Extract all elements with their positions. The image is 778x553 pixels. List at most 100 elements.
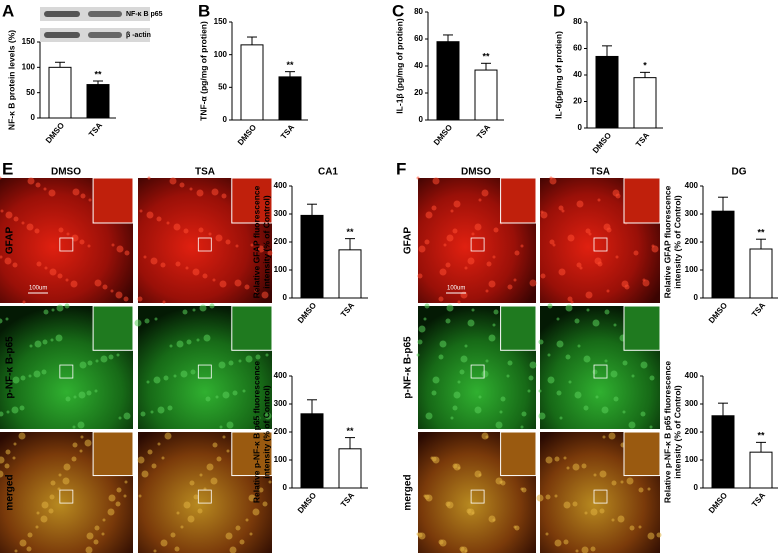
cell <box>629 525 635 531</box>
cell <box>123 296 129 302</box>
bar <box>595 55 619 129</box>
cell <box>464 266 468 270</box>
cell <box>0 411 4 417</box>
cell <box>182 309 188 315</box>
x-tick-label: DMSO <box>432 123 454 147</box>
bar <box>633 77 657 129</box>
cell <box>41 501 49 509</box>
cell <box>48 508 54 514</box>
row-label: merged <box>5 474 16 510</box>
cell <box>499 410 503 414</box>
significance: ** <box>757 228 765 238</box>
cell <box>584 511 588 515</box>
cell <box>471 511 475 515</box>
cell <box>199 473 203 477</box>
cell <box>79 449 83 453</box>
inset <box>231 177 273 224</box>
cell <box>239 539 245 545</box>
y-tick-label: 400 <box>685 371 699 380</box>
inset <box>231 431 273 477</box>
cell <box>174 546 180 552</box>
cell <box>12 376 20 384</box>
cell <box>226 449 230 453</box>
cell <box>439 539 447 547</box>
cell <box>416 353 420 357</box>
cell <box>55 334 63 342</box>
y-tick-label: 0 <box>694 483 699 492</box>
y-tick-label: 300 <box>685 209 699 218</box>
y-tick-label: 100 <box>22 62 36 71</box>
cell <box>77 421 85 429</box>
cell <box>418 245 426 253</box>
cell <box>94 279 102 287</box>
cell <box>255 354 261 360</box>
cell <box>467 257 475 265</box>
cell <box>425 211 433 219</box>
cell <box>545 494 551 500</box>
cell <box>514 250 520 256</box>
cell <box>446 304 454 312</box>
cell <box>586 308 590 312</box>
cell <box>19 539 27 547</box>
cell <box>176 340 184 348</box>
cell <box>493 309 499 315</box>
cell <box>157 406 165 414</box>
y-axis-label: intensity (% of Control) <box>672 195 682 289</box>
bar <box>711 415 735 489</box>
cell <box>20 375 26 381</box>
cell <box>572 501 578 507</box>
cell <box>13 216 19 222</box>
cell <box>34 228 40 234</box>
y-axis-label: intensity (% of Control) <box>261 195 271 289</box>
cell <box>124 250 130 256</box>
cell <box>262 501 268 507</box>
cell <box>57 273 63 279</box>
cell <box>137 296 143 302</box>
cell <box>615 193 621 199</box>
cell <box>245 355 253 363</box>
cell <box>147 176 151 180</box>
cell <box>175 261 181 267</box>
cell <box>116 487 122 493</box>
cell <box>418 325 426 333</box>
cell <box>626 477 634 485</box>
cell <box>417 273 423 279</box>
cell <box>225 239 231 245</box>
cell <box>102 284 108 290</box>
inset-box <box>197 237 212 252</box>
cell <box>559 416 563 420</box>
y-tick-label: 300 <box>274 399 288 408</box>
cell <box>617 515 625 523</box>
bar <box>711 210 735 299</box>
y-tick-label: 400 <box>274 181 288 190</box>
cell <box>540 211 548 219</box>
inset-box <box>470 489 485 504</box>
cell <box>62 477 70 485</box>
inset-box <box>470 237 485 252</box>
y-tick-label: 0 <box>419 115 424 124</box>
cell <box>219 425 223 429</box>
y-tick-label: 100 <box>274 265 288 274</box>
significance: ** <box>286 60 294 70</box>
cell <box>28 374 32 378</box>
cell <box>572 463 580 471</box>
cell <box>474 223 482 231</box>
cell <box>647 487 651 491</box>
cell <box>556 317 560 321</box>
cell <box>529 361 537 369</box>
inset <box>231 305 273 351</box>
x-tick-label: TSA <box>750 491 767 509</box>
cell <box>545 456 553 464</box>
cell <box>622 360 628 366</box>
cell <box>40 515 48 523</box>
cell <box>140 411 146 417</box>
inset <box>623 431 661 477</box>
cell <box>79 239 85 245</box>
cell <box>552 243 556 247</box>
panel-letter: E <box>2 159 13 178</box>
cell <box>7 380 11 384</box>
cell <box>432 456 440 464</box>
cell <box>611 518 615 522</box>
y-tick-label: 0 <box>694 293 699 302</box>
y-tick-label: 100 <box>214 50 228 59</box>
